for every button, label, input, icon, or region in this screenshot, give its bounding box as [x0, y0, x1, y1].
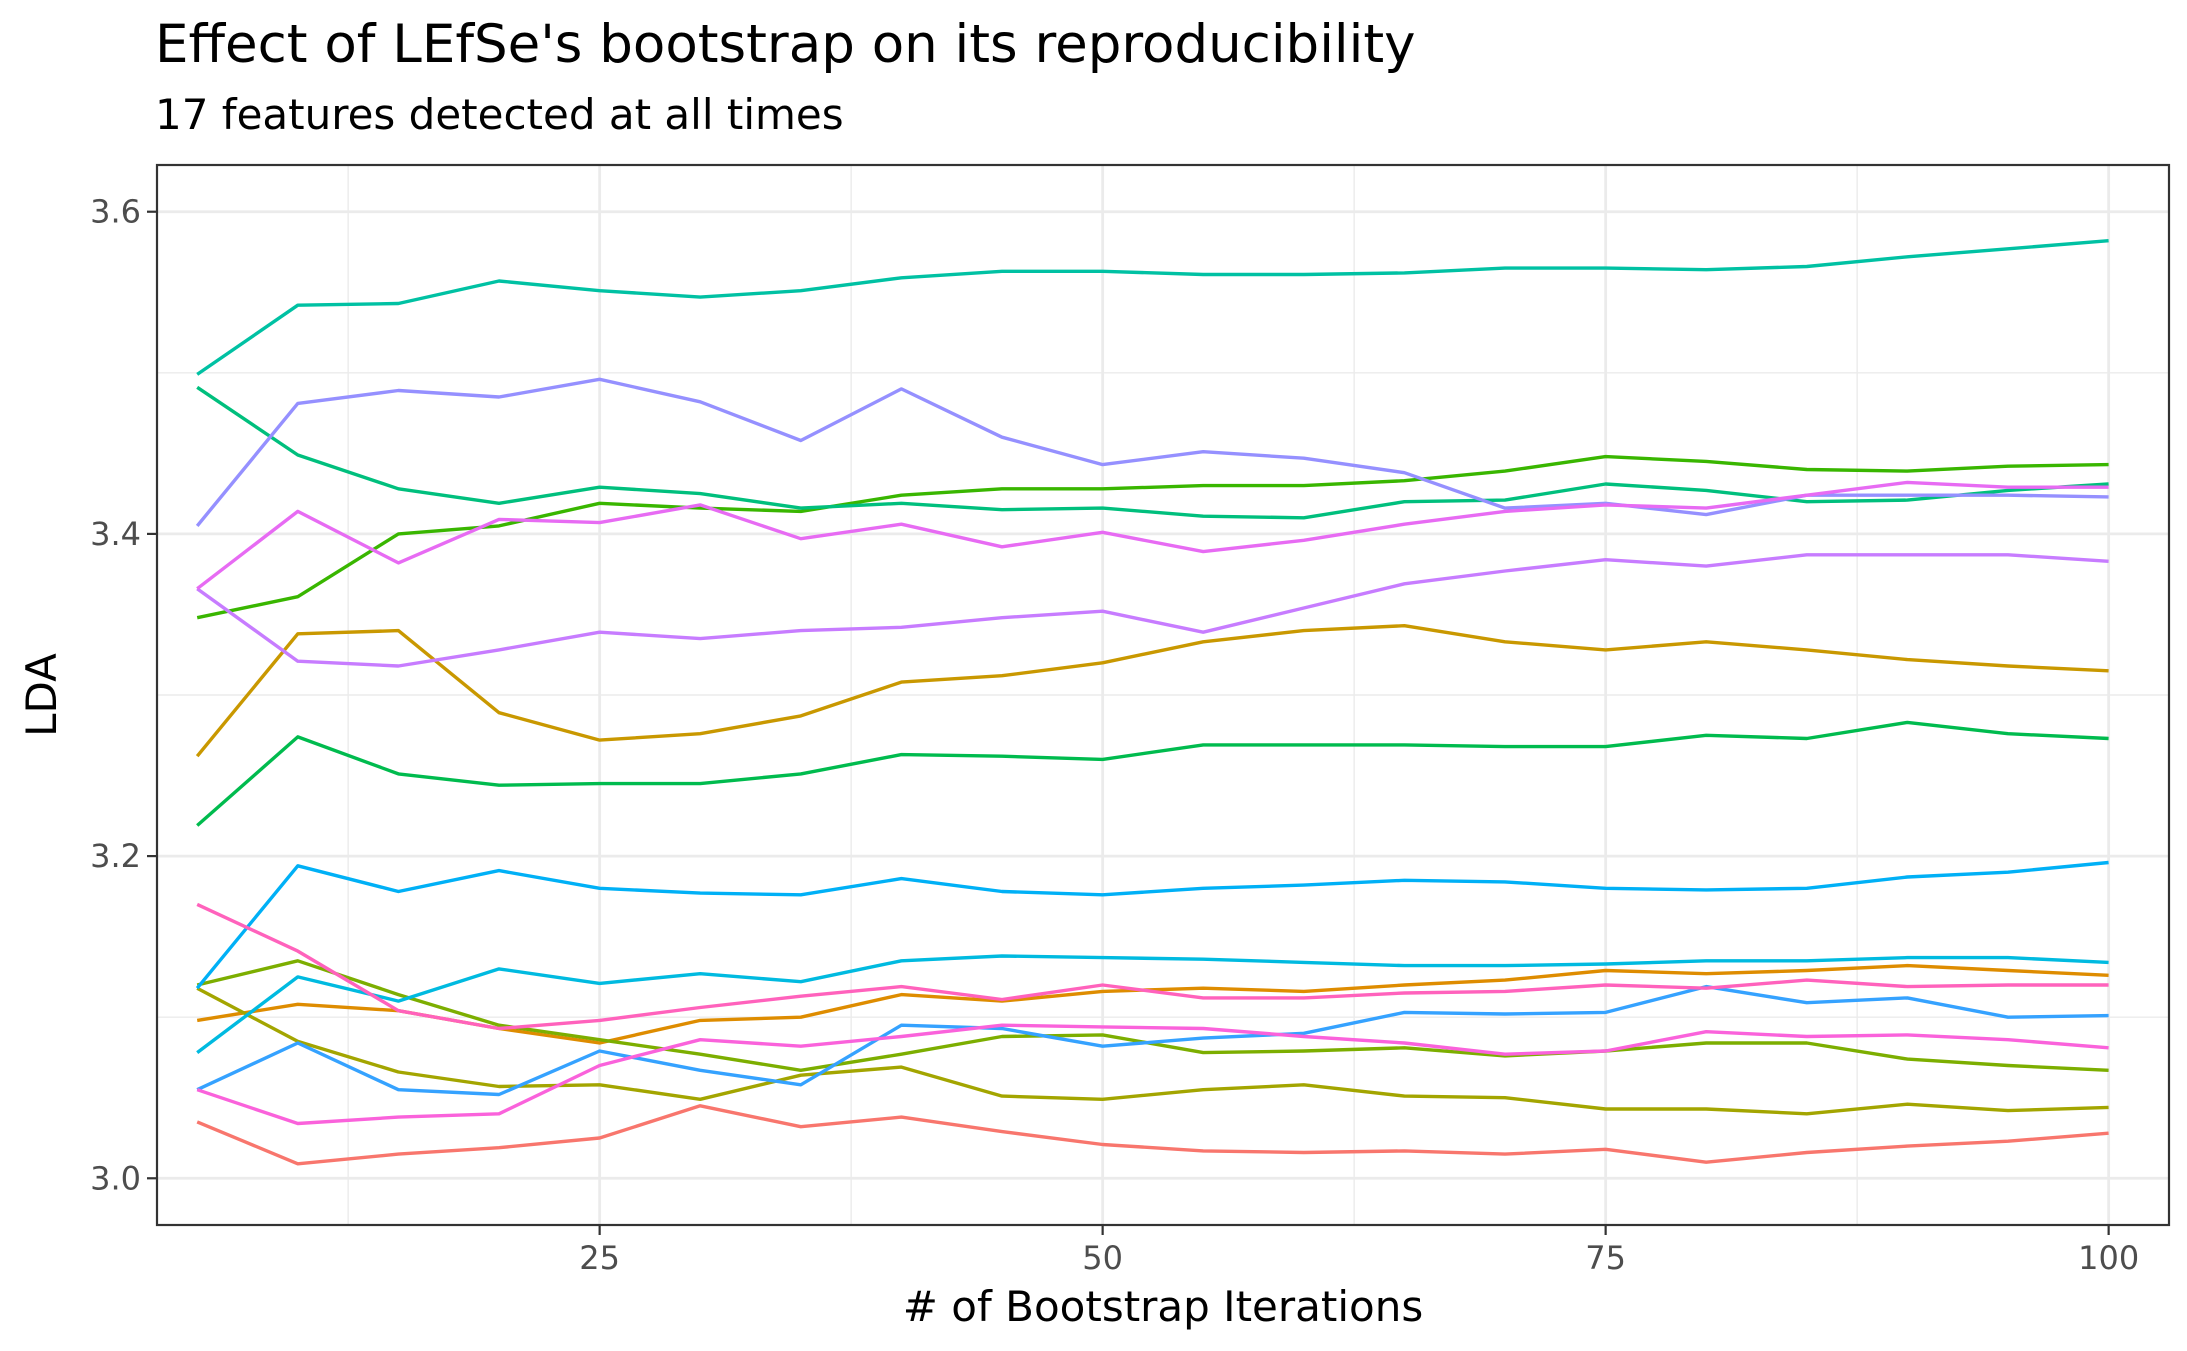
series-line-3: [195, 624, 2109, 758]
y-tick-label: 3.2: [90, 837, 141, 875]
y-axis-title: LDA: [17, 653, 66, 737]
x-tick-label: 75: [1585, 1239, 1626, 1277]
x-axis-title: # of Bootstrap Iterations: [903, 1282, 1423, 1331]
chart-title: Effect of LEfSe's bootstrap on its repro…: [155, 14, 1416, 75]
x-tick-label: 25: [579, 1239, 620, 1277]
y-tick-label: 3.6: [90, 193, 141, 231]
y-tick-label: 3.0: [90, 1159, 141, 1197]
series-line-15: [196, 480, 2109, 591]
series-line-1: [196, 1104, 2109, 1166]
panel-border: [155, 163, 2171, 1227]
y-axis: 3.0 3.2 3.4 3.6: [90, 193, 157, 1197]
series-line-9: [196, 239, 2109, 376]
series-line-16: [196, 1023, 2109, 1126]
chart-subtitle: 17 features detected at all times: [155, 90, 844, 139]
y-tick-label: 3.4: [90, 515, 141, 553]
series-line-12: [196, 984, 2109, 1097]
series-line-14: [196, 553, 2109, 668]
series-line-11: [195, 860, 2109, 990]
x-axis: 25 50 75 100: [579, 1225, 2139, 1277]
minor-gridlines: [157, 165, 2169, 1225]
x-tick-label: 100: [2078, 1239, 2139, 1277]
x-tick-label: 50: [1082, 1239, 1123, 1277]
series-line-7: [196, 720, 2109, 827]
series-line-6: [196, 454, 2109, 620]
series-lines: [195, 239, 2109, 1166]
series-line-17: [196, 902, 2109, 1031]
series-line-10: [196, 954, 2109, 1054]
major-gridlines: [157, 165, 2169, 1225]
